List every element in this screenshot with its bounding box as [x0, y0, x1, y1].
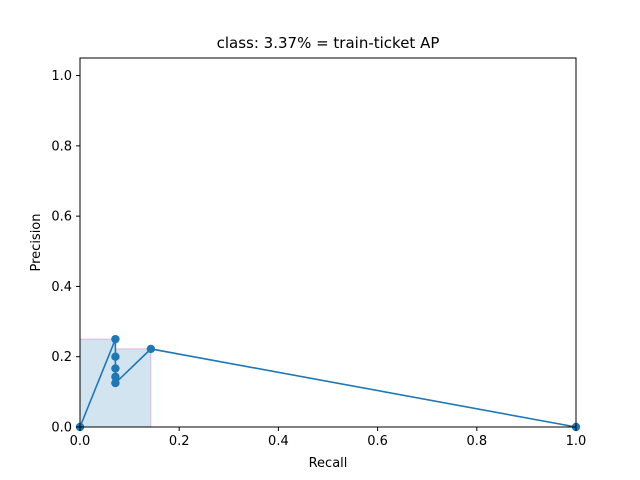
y-axis-ticks: 0.0 0.2 0.4 0.6 0.8 1.0	[51, 69, 80, 436]
y-axis-label: Precision	[29, 213, 44, 271]
data-point	[111, 364, 120, 373]
plot-frame	[79, 57, 577, 428]
y-tick-label: 0.8	[51, 139, 72, 154]
chart-title: class: 3.37% = train-ticket AP	[217, 34, 440, 52]
x-tick-label: 0.0	[70, 434, 91, 449]
y-tick-label: 0.6	[51, 210, 72, 225]
y-tick-label: 0.2	[51, 350, 72, 365]
data-point	[111, 378, 120, 388]
y-tick-label: 1.0	[51, 69, 72, 84]
x-tick-label: 0.2	[169, 434, 190, 449]
data-point	[111, 352, 120, 361]
x-tick-label: 1.0	[566, 434, 587, 449]
data-point	[111, 334, 120, 344]
y-tick-label: 0.0	[51, 421, 72, 436]
x-axis-label: Recall	[309, 456, 348, 471]
x-tick-label: 0.4	[268, 434, 289, 449]
x-tick-label: 0.6	[367, 434, 388, 449]
data-point	[111, 372, 120, 381]
data-point	[146, 344, 156, 354]
y-tick-label: 0.4	[51, 280, 72, 295]
x-axis-ticks: 0.0 0.2 0.4 0.6 0.8 1.0	[70, 427, 587, 449]
x-tick-label: 0.8	[466, 434, 487, 449]
series-layer	[75, 334, 581, 432]
